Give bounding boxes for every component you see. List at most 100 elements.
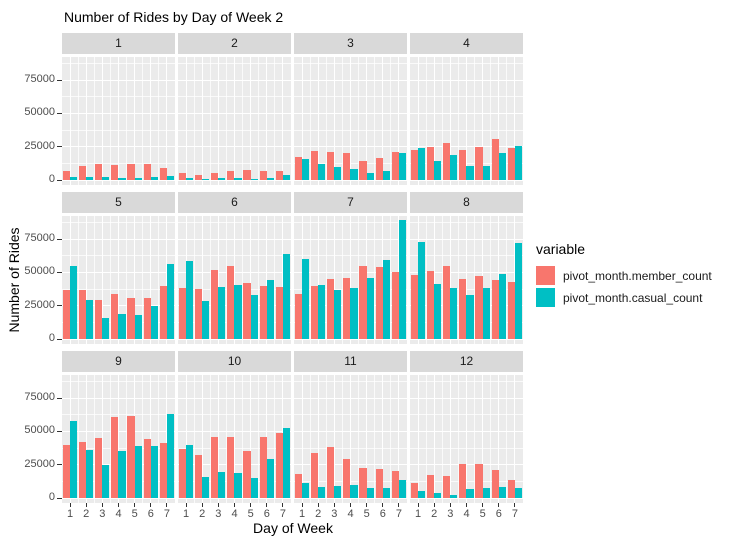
x-tick-label: 6 [495, 508, 502, 520]
bar-casual-count [118, 178, 126, 180]
gridline-horizontal [294, 221, 407, 223]
x-tick-label: 6 [379, 508, 386, 520]
gridline-vertical [325, 57, 327, 185]
legend-swatch-casual [536, 288, 555, 307]
bar-casual-count [434, 160, 442, 180]
bar-member-count [491, 280, 499, 339]
gridline-horizontal [178, 162, 291, 164]
bar-member-count [127, 298, 135, 339]
bar-member-count [375, 267, 383, 339]
x-tick-label: 5 [247, 508, 254, 520]
facet-strip-label: 4 [463, 36, 470, 50]
gridline-vertical [201, 216, 203, 344]
bar-member-count [443, 476, 451, 498]
bar-member-count [159, 286, 167, 339]
bar-member-count [95, 164, 103, 180]
x-tick-mark [166, 503, 168, 507]
gridline-vertical [350, 57, 351, 185]
bar-member-count [111, 416, 119, 498]
y-tick-label: 50000 [24, 106, 55, 119]
gridline-vertical [225, 375, 227, 503]
gridline-vertical [417, 57, 419, 185]
gridline-vertical [366, 375, 368, 503]
gridline-vertical [390, 375, 392, 503]
gridline-vertical [85, 216, 87, 344]
gridline-vertical [482, 216, 484, 344]
x-tick-label: 1 [183, 508, 190, 520]
bar-member-count [243, 283, 251, 339]
gridline-vertical [134, 375, 136, 503]
gridline-vertical [274, 375, 276, 503]
bar-member-count [343, 458, 351, 498]
gridline-vertical [325, 375, 327, 503]
x-tick-mark [366, 503, 368, 507]
bar-member-count [311, 286, 319, 339]
x-tick-label: 5 [131, 508, 138, 520]
x-tick-mark [433, 503, 435, 507]
y-tick-label: 50000 [24, 265, 55, 278]
x-axis-title: Day of Week [253, 520, 333, 536]
bar-casual-count [302, 259, 310, 339]
gridline-vertical [101, 216, 103, 344]
x-tick-mark [398, 503, 400, 507]
bar-member-count [227, 265, 235, 339]
x-tick-label: 6 [147, 508, 154, 520]
bar-casual-count [382, 260, 390, 339]
gridline-horizontal [62, 238, 175, 240]
gridline-horizontal [410, 480, 523, 482]
bar-casual-count [150, 176, 158, 180]
bar-member-count [491, 470, 499, 498]
bar-member-count [243, 170, 251, 180]
facet-strip-label: 7 [347, 195, 354, 209]
gridline-vertical [134, 216, 136, 344]
gridline-vertical [217, 57, 219, 185]
facet-panel [294, 57, 407, 185]
gridline-horizontal [62, 179, 175, 181]
bar-casual-count [434, 492, 442, 498]
bar-member-count [62, 290, 70, 339]
gridline-vertical [341, 375, 343, 503]
gridline-horizontal [294, 338, 407, 340]
gridline-horizontal [294, 447, 407, 449]
facet-panel [178, 216, 291, 344]
gridline-vertical [425, 375, 427, 503]
legend-item-label: pivot_month.casual_count [563, 290, 703, 305]
gridline-vertical [474, 216, 476, 344]
bar-member-count [427, 475, 435, 498]
gridline-vertical [433, 375, 435, 503]
x-tick-mark [250, 503, 252, 507]
bar-casual-count [318, 285, 326, 339]
bar-casual-count [166, 263, 174, 339]
gridline-horizontal [410, 380, 523, 382]
gridline-horizontal [294, 129, 407, 131]
bar-member-count [195, 455, 203, 498]
gridline-vertical [142, 216, 144, 344]
gridline-vertical [274, 216, 276, 344]
bar-member-count [62, 170, 70, 180]
gridline-vertical [514, 375, 516, 503]
x-tick-label: 5 [363, 508, 370, 520]
gridline-vertical [398, 57, 400, 185]
bar-casual-count [482, 288, 490, 339]
gridline-horizontal [178, 464, 291, 466]
gridline-vertical [109, 375, 111, 503]
bar-casual-count [282, 254, 290, 339]
gridline-vertical [142, 375, 144, 503]
bar-member-count [375, 468, 383, 498]
bar-member-count [211, 173, 219, 180]
gridline-vertical [266, 375, 268, 503]
facet-strip: 8 [410, 192, 523, 213]
gridline-vertical [282, 57, 284, 185]
bar-member-count [410, 275, 418, 339]
gridline-horizontal [410, 430, 523, 432]
bar-casual-count [102, 465, 110, 498]
gridline-horizontal [410, 129, 523, 131]
bar-member-count [227, 170, 235, 180]
bar-casual-count [398, 152, 406, 180]
gridline-vertical [433, 216, 435, 344]
gridline-vertical [101, 375, 103, 503]
gridline-vertical [374, 57, 376, 185]
bar-casual-count [434, 284, 442, 339]
y-axis-title: Number of Rides [6, 227, 22, 333]
